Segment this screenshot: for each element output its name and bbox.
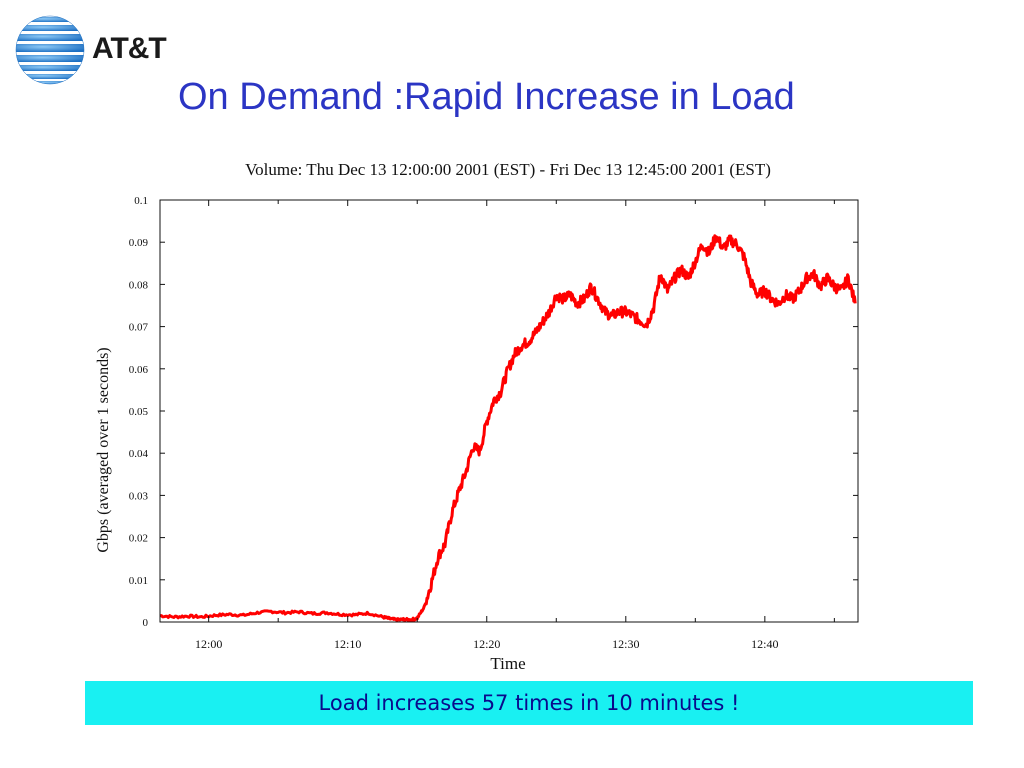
att-globe-icon [15,15,85,85]
chart-title: Volume: Thu Dec 13 12:00:00 2001 (EST) -… [245,160,771,179]
series-line [159,234,857,623]
y-tick-label: 0 [143,617,149,629]
callout-text: Load increases 57 times in 10 minutes ! [318,691,740,715]
x-tick-label: 12:30 [612,637,639,651]
x-tick-label: 12:40 [751,637,778,651]
y-tick-label: 0.08 [129,279,149,291]
y-tick-label: 0.07 [129,322,149,334]
x-tick-label: 12:20 [473,637,500,651]
y-tick-label: 0.1 [134,195,148,207]
x-tick-label: 12:00 [195,637,222,651]
x-axis-label: Time [490,654,525,673]
y-tick-label: 0.05 [129,406,149,418]
y-tick-label: 0.09 [129,237,149,249]
y-tick-label: 0.06 [129,364,149,376]
y-tick-label: 0.04 [129,448,149,460]
brand-name: AT&T [92,32,167,65]
slide-title: On Demand :Rapid Increase in Load [178,76,795,118]
y-tick-label: 0.01 [129,575,148,587]
volume-line-chart: Volume: Thu Dec 13 12:00:00 2001 (EST) -… [95,160,859,673]
callout-banner: Load increases 57 times in 10 minutes ! [85,681,973,725]
y-axis-label: Gbps (averaged over 1 seconds) [95,347,112,552]
y-tick-label: 0.02 [129,533,148,545]
plot-frame [159,199,859,623]
x-tick-label: 12:10 [334,637,361,651]
y-tick-label: 0.03 [129,490,149,502]
